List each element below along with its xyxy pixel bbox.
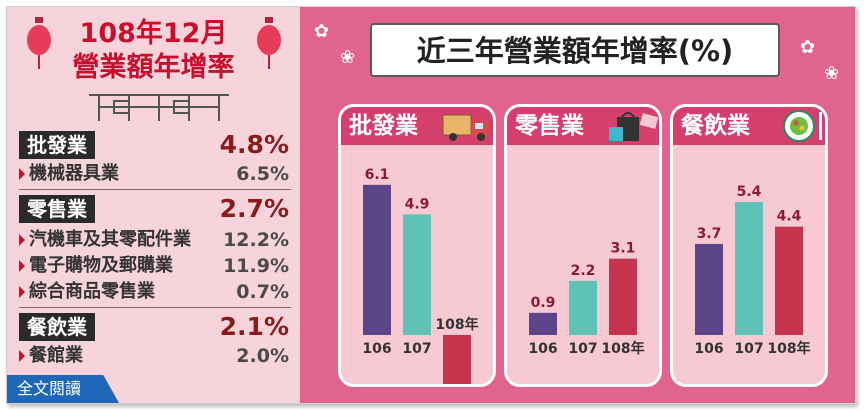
subcategory-value: 12.2% <box>223 229 289 251</box>
triangle-bullet-icon <box>19 286 25 298</box>
card-header: 餐飲業 <box>673 107 825 145</box>
category-label: 零售業 <box>19 195 95 223</box>
bar-108年 <box>775 226 803 335</box>
chart-card-food-service: 餐飲業 3.7 106 5.4 107 4.4 108年 <box>670 104 828 387</box>
category-row-retail: 零售業 2.7% <box>19 195 291 223</box>
bar-106 <box>363 184 391 335</box>
category-tick-label: 108年 <box>767 340 810 357</box>
left-summary-panel: 108年12月 營業額年增率 批發業 4.8% 機械器具業 6.5% 零售業 <box>7 7 300 403</box>
blossom-icon: ✿ <box>314 21 330 42</box>
category-tick-label: 106 <box>362 341 391 357</box>
bar-107 <box>735 202 763 335</box>
subcategory-row: 機械器具業 6.5% <box>19 163 291 185</box>
bar-107 <box>403 214 431 335</box>
bar-value-label: 5.4 <box>737 184 762 200</box>
chart-title-box: 近三年營業額年增率(%) <box>370 23 780 77</box>
chart-plot-retail: 0.9 106 2.2 107 3.1 108年 <box>528 241 644 357</box>
bar-107 <box>569 280 597 335</box>
lantern-icon <box>257 17 281 69</box>
category-tick-label: 108年 <box>601 340 644 357</box>
category-tick-label: 108年 <box>435 316 478 333</box>
lantern-icon <box>27 17 51 69</box>
bar-value-label: 6.1 <box>365 167 390 183</box>
subcategory-label: 綜合商品零售業 <box>29 281 155 302</box>
category-label: 餐飲業 <box>19 313 95 341</box>
lattice-ornament-icon <box>89 94 229 121</box>
category-tick-label: 107 <box>402 341 431 357</box>
triangle-bullet-icon <box>19 168 25 180</box>
chart-card-retail: 零售業 0.9 106 2.2 107 3.1 108年 <box>504 104 662 387</box>
summary-title: 營業額年增率 <box>72 52 235 83</box>
blossom-icon: ❀ <box>824 63 840 84</box>
card-title: 餐飲業 <box>681 113 750 139</box>
card-title: 零售業 <box>515 113 584 139</box>
category-tick-label: 106 <box>528 341 557 357</box>
subcategory-label: 餐館業 <box>29 345 83 366</box>
category-label: 批發業 <box>19 131 95 159</box>
full-text-button[interactable]: 全文閱讀 <box>7 375 119 403</box>
card-title: 批發業 <box>349 113 418 139</box>
bar-value-label: 0.9 <box>531 295 556 311</box>
delivery-truck-icon <box>442 114 489 141</box>
chart-plot-food-service: 3.7 106 5.4 107 4.4 108年 <box>694 184 810 357</box>
infographic-frame: 108年12月 營業額年增率 批發業 4.8% 機械器具業 6.5% 零售業 <box>6 6 856 404</box>
bar-108年 <box>609 258 637 335</box>
category-value: 2.1% <box>219 312 289 341</box>
bar-108年 <box>443 335 471 384</box>
category-value: 2.7% <box>219 194 289 223</box>
subcategory-value: 0.7% <box>236 281 289 303</box>
bar-value-label: 4.4 <box>777 209 802 225</box>
divider <box>19 307 291 308</box>
triangle-bullet-icon <box>19 260 25 272</box>
subcategory-row: 汽機車及其零配件業 12.2% <box>19 229 291 251</box>
subcategory-label: 電子購物及郵購業 <box>29 255 173 276</box>
dish-icon <box>783 110 822 142</box>
category-row-wholesale: 批發業 4.8% <box>19 131 291 159</box>
bar-value-label: 4.9 <box>405 196 430 212</box>
triangle-bullet-icon <box>19 350 25 362</box>
category-tick-label: 107 <box>568 341 597 357</box>
bar-value-label: 3.7 <box>697 226 722 242</box>
shopping-bag-icon <box>609 112 659 141</box>
bar-value-label: 2.2 <box>571 263 596 279</box>
bar-value-label: 3.1 <box>611 241 636 257</box>
category-row-food-service: 餐飲業 2.1% <box>19 313 291 341</box>
chart-main-title: 近三年營業額年增率(%) <box>416 34 734 68</box>
triangle-bullet-icon <box>19 234 25 246</box>
card-header: 批發業 <box>341 107 493 145</box>
subcategory-value: 2.0% <box>236 345 289 367</box>
category-value: 4.8% <box>219 130 289 159</box>
subcategory-label: 汽機車及其零配件業 <box>29 229 191 250</box>
card-header: 零售業 <box>507 107 659 145</box>
divider <box>19 189 291 190</box>
blossom-icon: ✿ <box>800 37 816 58</box>
subcategory-label: 機械器具業 <box>29 163 119 184</box>
bar-106 <box>529 312 557 335</box>
subcategory-value: 6.5% <box>236 163 289 185</box>
subcategory-row: 綜合商品零售業 0.7% <box>19 281 291 303</box>
blossom-icon: ❀ <box>340 47 356 68</box>
bar-106 <box>695 243 723 335</box>
subcategory-value: 11.9% <box>223 255 289 277</box>
summary-title-month: 108年12月 <box>79 18 228 49</box>
subcategory-row: 電子購物及郵購業 11.9% <box>19 255 291 277</box>
subcategory-row: 餐館業 2.0% <box>19 345 291 367</box>
category-tick-label: 106 <box>694 341 723 357</box>
right-chart-panel: ✿ ❀ ✿ ❀ ❀ 近三年營業額年增率(%) 批發業 6.11064.9107-… <box>300 7 855 403</box>
category-tick-label: 107 <box>734 341 763 357</box>
